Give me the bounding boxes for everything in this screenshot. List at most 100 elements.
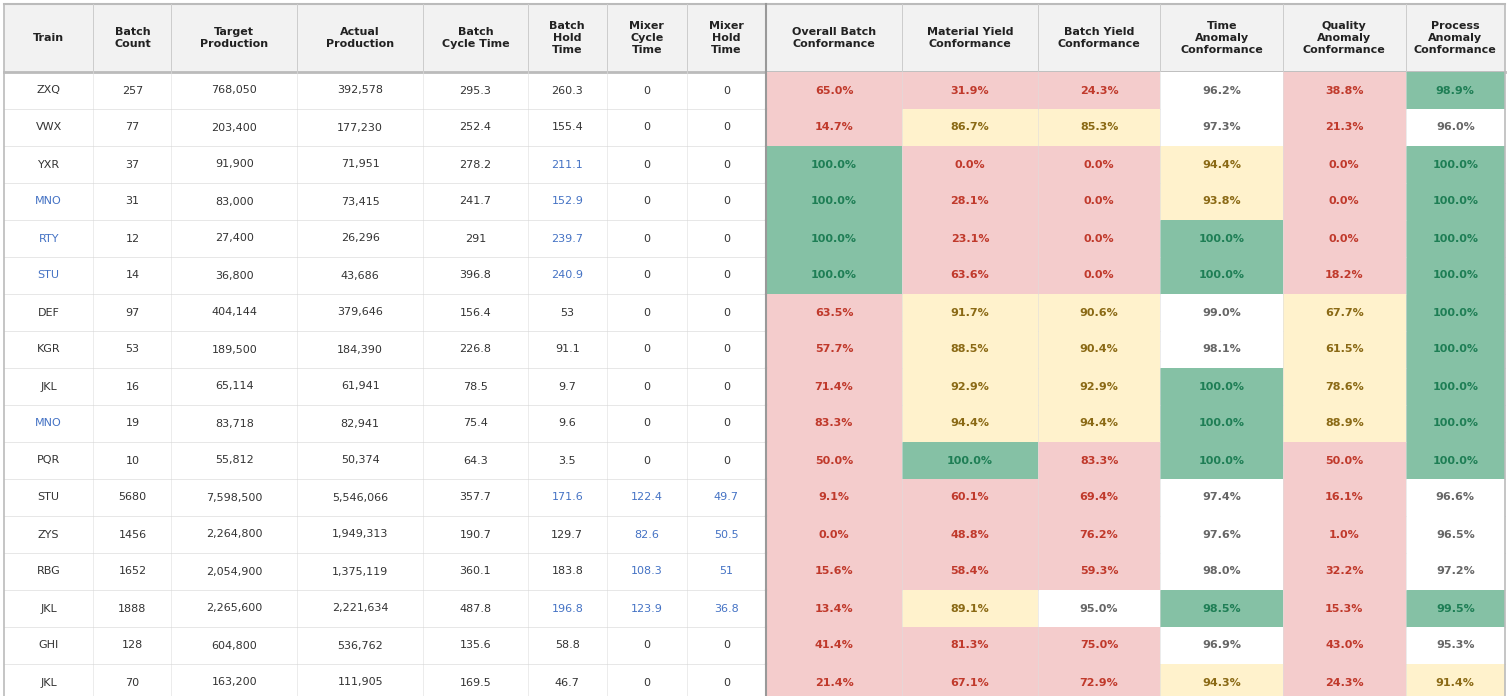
Text: 53: 53 <box>560 308 575 317</box>
Text: 14: 14 <box>125 271 139 280</box>
Bar <box>1038 294 1160 331</box>
Bar <box>5 220 1504 257</box>
Bar <box>1038 627 1160 664</box>
Bar <box>1160 627 1283 664</box>
Text: 92.9%: 92.9% <box>951 381 990 391</box>
Text: 100.0%: 100.0% <box>810 271 857 280</box>
Text: 190.7: 190.7 <box>459 530 492 539</box>
Text: 71,951: 71,951 <box>341 159 380 170</box>
Text: 36.8: 36.8 <box>714 603 739 613</box>
Bar <box>1405 109 1504 146</box>
Text: JKL: JKL <box>41 677 57 688</box>
Bar <box>1038 442 1160 479</box>
Bar <box>5 183 1504 220</box>
Text: 82,941: 82,941 <box>341 418 380 429</box>
Bar <box>767 442 902 479</box>
Text: GHI: GHI <box>39 640 59 651</box>
Text: 75.0%: 75.0% <box>1080 640 1118 651</box>
Bar <box>1405 72 1504 109</box>
Text: 21.4%: 21.4% <box>815 677 854 688</box>
Text: 60.1%: 60.1% <box>951 493 990 503</box>
Text: 92.9%: 92.9% <box>1079 381 1118 391</box>
Text: 211.1: 211.1 <box>551 159 582 170</box>
Text: 196.8: 196.8 <box>551 603 582 613</box>
Text: 122.4: 122.4 <box>631 493 662 503</box>
Text: PQR: PQR <box>38 455 60 466</box>
Bar <box>1160 331 1283 368</box>
Bar <box>5 331 1504 368</box>
Text: 100.0%: 100.0% <box>1198 418 1245 429</box>
Bar <box>1160 516 1283 553</box>
Text: 55,812: 55,812 <box>214 455 254 466</box>
Text: 128: 128 <box>122 640 143 651</box>
Text: 53: 53 <box>125 345 139 354</box>
Bar <box>1160 183 1283 220</box>
Text: 83.3%: 83.3% <box>1080 455 1118 466</box>
Text: 50.0%: 50.0% <box>815 455 853 466</box>
Text: 88.5%: 88.5% <box>951 345 988 354</box>
Bar <box>1405 331 1504 368</box>
Text: 9.1%: 9.1% <box>818 493 850 503</box>
Bar <box>902 405 1038 442</box>
Text: 0: 0 <box>643 640 650 651</box>
Bar <box>1160 109 1283 146</box>
Bar <box>902 442 1038 479</box>
Text: 15.3%: 15.3% <box>1325 603 1364 613</box>
Bar <box>902 479 1038 516</box>
Text: Batch
Cycle Time: Batch Cycle Time <box>442 27 509 49</box>
Text: 189,500: 189,500 <box>211 345 257 354</box>
Text: 184,390: 184,390 <box>337 345 383 354</box>
Text: 72.9%: 72.9% <box>1080 677 1118 688</box>
Text: 0: 0 <box>723 122 730 132</box>
Text: KGR: KGR <box>36 345 60 354</box>
Text: 100.0%: 100.0% <box>1432 345 1479 354</box>
Text: 97: 97 <box>125 308 139 317</box>
Text: 31: 31 <box>125 196 139 207</box>
Bar <box>5 479 1504 516</box>
Text: Mixer
Cycle
Time: Mixer Cycle Time <box>629 21 664 55</box>
Text: 604,800: 604,800 <box>211 640 257 651</box>
Text: 0: 0 <box>643 308 650 317</box>
Bar <box>1038 109 1160 146</box>
Text: ZYS: ZYS <box>38 530 59 539</box>
Text: 65.0%: 65.0% <box>815 86 853 95</box>
Text: 0: 0 <box>723 233 730 244</box>
Text: Batch Yield
Conformance: Batch Yield Conformance <box>1058 27 1141 49</box>
Text: 360.1: 360.1 <box>460 567 490 576</box>
Text: 97.4%: 97.4% <box>1203 493 1240 503</box>
Bar <box>5 664 1504 696</box>
Text: 75.4: 75.4 <box>463 418 487 429</box>
Bar <box>1038 405 1160 442</box>
Text: 65,114: 65,114 <box>214 381 254 391</box>
Text: 28.1%: 28.1% <box>951 196 990 207</box>
Bar <box>1283 146 1405 183</box>
Text: 226.8: 226.8 <box>459 345 492 354</box>
Text: 67.1%: 67.1% <box>951 677 990 688</box>
Bar <box>1283 72 1405 109</box>
Text: 36,800: 36,800 <box>214 271 254 280</box>
Text: Train: Train <box>33 33 65 43</box>
Bar <box>902 146 1038 183</box>
Text: 100.0%: 100.0% <box>1432 196 1479 207</box>
Text: 0.0%: 0.0% <box>819 530 850 539</box>
Text: 152.9: 152.9 <box>551 196 582 207</box>
Text: 100.0%: 100.0% <box>1198 271 1245 280</box>
Text: 0.0%: 0.0% <box>1083 159 1115 170</box>
Text: 96.2%: 96.2% <box>1203 86 1240 95</box>
Text: 90.4%: 90.4% <box>1080 345 1118 354</box>
Text: 291: 291 <box>465 233 486 244</box>
Bar <box>1405 146 1504 183</box>
Text: 100.0%: 100.0% <box>810 159 857 170</box>
Text: 100.0%: 100.0% <box>1432 381 1479 391</box>
Text: 69.4%: 69.4% <box>1079 493 1118 503</box>
Bar <box>902 220 1038 257</box>
Text: 76.2%: 76.2% <box>1080 530 1118 539</box>
Text: 91.7%: 91.7% <box>951 308 990 317</box>
Text: 94.4%: 94.4% <box>951 418 990 429</box>
Text: 392,578: 392,578 <box>337 86 383 95</box>
Bar <box>1283 516 1405 553</box>
Text: Process
Anomaly
Conformance: Process Anomaly Conformance <box>1414 21 1497 55</box>
Bar <box>1283 405 1405 442</box>
Text: 59.3%: 59.3% <box>1080 567 1118 576</box>
Text: 0: 0 <box>643 122 650 132</box>
